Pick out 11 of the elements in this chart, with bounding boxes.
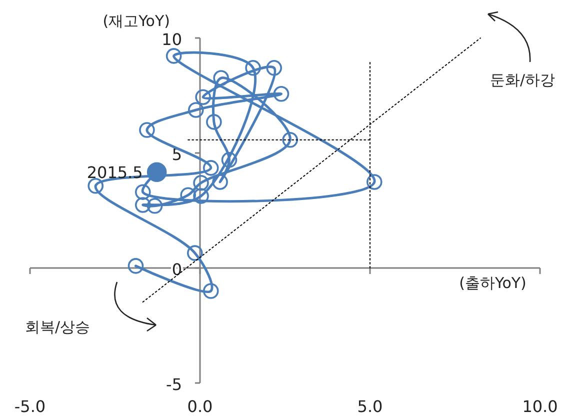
x-tick-label: -5.0 bbox=[14, 397, 46, 416]
x-tick-label: 5.0 bbox=[357, 397, 383, 416]
annotation: 회복/상승 bbox=[25, 318, 90, 336]
annotation: 둔화/하강 bbox=[490, 71, 555, 89]
x-tick-label: 10.0 bbox=[522, 397, 558, 416]
x-tick-label: 0.0 bbox=[187, 397, 213, 416]
y-tick-label: -5 bbox=[166, 375, 182, 394]
annotation: 2015.5 bbox=[86, 163, 143, 182]
y-tick-label: 10 bbox=[162, 30, 182, 49]
x-axis-title: (출하YoY) bbox=[459, 274, 526, 292]
y-axis-title: (재고YoY) bbox=[102, 12, 170, 30]
